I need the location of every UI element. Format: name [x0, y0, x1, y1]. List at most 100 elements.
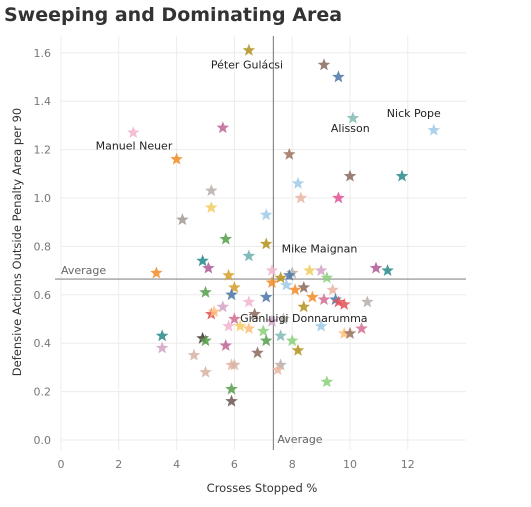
- x-tick-label: 10: [343, 458, 357, 471]
- player-star-point[interactable]: [216, 300, 230, 313]
- player-star-point[interactable]: [274, 358, 287, 371]
- player-star-point[interactable]: [259, 237, 273, 250]
- player-star-point[interactable]: [199, 334, 212, 347]
- player-star-point[interactable]: [207, 305, 221, 318]
- player-labels: Péter Gulácsi Nick Pope Alisson Manuel Neue…: [96, 58, 441, 325]
- player-star-point[interactable]: [297, 300, 311, 313]
- y-tick-label: 0.2: [34, 386, 52, 399]
- player-star-point[interactable]: [155, 341, 169, 354]
- player-star-point[interactable]: [337, 326, 351, 339]
- player-star-point[interactable]: [361, 295, 374, 308]
- player-star-point[interactable]: [303, 264, 316, 276]
- player-star-point[interactable]: [225, 288, 238, 301]
- player-star-point[interactable]: [225, 382, 238, 395]
- player-star-point[interactable]: [265, 314, 279, 327]
- player-star-point[interactable]: [233, 319, 247, 332]
- y-tick-label: 0.4: [34, 337, 52, 350]
- player-star-point[interactable]: [427, 123, 441, 136]
- x-tick-label: 4: [173, 458, 180, 471]
- player-star-point[interactable]: [196, 331, 209, 344]
- player-star-point[interactable]: [369, 261, 383, 274]
- x-tick-label: 6: [231, 458, 238, 471]
- player-star-point[interactable]: [242, 295, 256, 308]
- player-star-point[interactable]: [320, 271, 334, 284]
- player-star-point[interactable]: [343, 169, 357, 182]
- player-star-point[interactable]: [126, 126, 140, 138]
- player-star-point[interactable]: [242, 249, 256, 262]
- player-name-label: Alisson: [331, 122, 370, 135]
- player-star-point[interactable]: [248, 307, 261, 320]
- player-star-point[interactable]: [343, 326, 357, 339]
- player-star-point[interactable]: [257, 324, 270, 337]
- player-star-point[interactable]: [285, 334, 299, 347]
- player-star-point[interactable]: [225, 394, 238, 407]
- player-star-point[interactable]: [274, 271, 287, 284]
- player-star-point[interactable]: [332, 295, 345, 308]
- player-star-point[interactable]: [265, 264, 279, 276]
- player-star-point[interactable]: [285, 266, 299, 279]
- player-star-point[interactable]: [271, 363, 285, 376]
- x-tick-label: 0: [58, 458, 65, 471]
- player-star-point[interactable]: [155, 329, 169, 342]
- y-tick-label: 1.2: [34, 144, 52, 157]
- player-name-label: Nick Pope: [387, 107, 441, 120]
- player-star-point[interactable]: [291, 343, 305, 356]
- average-lines: Average Average: [55, 36, 466, 450]
- y-tick-label: 1.0: [34, 192, 52, 205]
- chart-title: Sweeping and Dominating Area: [4, 4, 343, 26]
- player-star-point[interactable]: [381, 264, 394, 276]
- player-star-point[interactable]: [346, 111, 360, 124]
- player-star-point[interactable]: [332, 191, 345, 204]
- y-average-label: Average: [61, 264, 106, 277]
- player-star-point[interactable]: [259, 208, 273, 221]
- player-star-point[interactable]: [291, 176, 305, 189]
- data-points[interactable]: [126, 43, 441, 407]
- player-star-point[interactable]: [274, 329, 287, 342]
- player-star-point[interactable]: [395, 169, 409, 182]
- player-star-point[interactable]: [259, 334, 273, 347]
- player-star-point[interactable]: [150, 266, 163, 279]
- player-star-point[interactable]: [317, 293, 331, 305]
- player-star-point[interactable]: [277, 312, 290, 325]
- player-star-point[interactable]: [337, 297, 351, 310]
- player-star-point[interactable]: [176, 213, 189, 226]
- player-star-point[interactable]: [355, 322, 368, 335]
- player-star-point[interactable]: [329, 293, 342, 305]
- player-star-point[interactable]: [306, 290, 319, 303]
- player-star-point[interactable]: [199, 365, 212, 378]
- player-star-point[interactable]: [219, 232, 233, 245]
- player-star-point[interactable]: [222, 319, 235, 332]
- player-star-point[interactable]: [332, 70, 345, 83]
- player-star-point[interactable]: [242, 322, 256, 335]
- player-star-point[interactable]: [205, 201, 218, 214]
- player-star-point[interactable]: [228, 358, 241, 371]
- player-star-point[interactable]: [242, 43, 256, 56]
- player-name-label: Mike Maignan: [282, 242, 358, 255]
- player-star-point[interactable]: [219, 339, 233, 351]
- player-star-point[interactable]: [283, 268, 296, 281]
- player-star-point[interactable]: [280, 278, 293, 291]
- player-star-point[interactable]: [314, 264, 328, 276]
- player-star-point[interactable]: [202, 261, 215, 274]
- x-axis-title: Crosses Stopped %: [207, 481, 318, 495]
- player-star-point[interactable]: [222, 268, 235, 281]
- player-star-point[interactable]: [314, 319, 328, 332]
- player-star-point[interactable]: [170, 152, 183, 165]
- player-star-point[interactable]: [320, 375, 334, 388]
- player-star-point[interactable]: [265, 276, 279, 289]
- player-star-point[interactable]: [259, 290, 273, 303]
- player-star-point[interactable]: [196, 254, 209, 267]
- player-star-point[interactable]: [294, 191, 308, 204]
- player-star-point[interactable]: [228, 312, 241, 325]
- player-star-point[interactable]: [205, 184, 218, 197]
- player-star-point[interactable]: [326, 283, 339, 296]
- player-star-point[interactable]: [199, 285, 212, 298]
- player-star-point[interactable]: [187, 348, 201, 361]
- player-star-point[interactable]: [283, 147, 296, 160]
- player-star-point[interactable]: [288, 283, 302, 296]
- player-star-point[interactable]: [216, 121, 230, 134]
- player-star-point[interactable]: [251, 346, 264, 359]
- player-star-point[interactable]: [228, 280, 241, 293]
- player-star-point[interactable]: [297, 280, 311, 293]
- player-star-point[interactable]: [317, 58, 331, 71]
